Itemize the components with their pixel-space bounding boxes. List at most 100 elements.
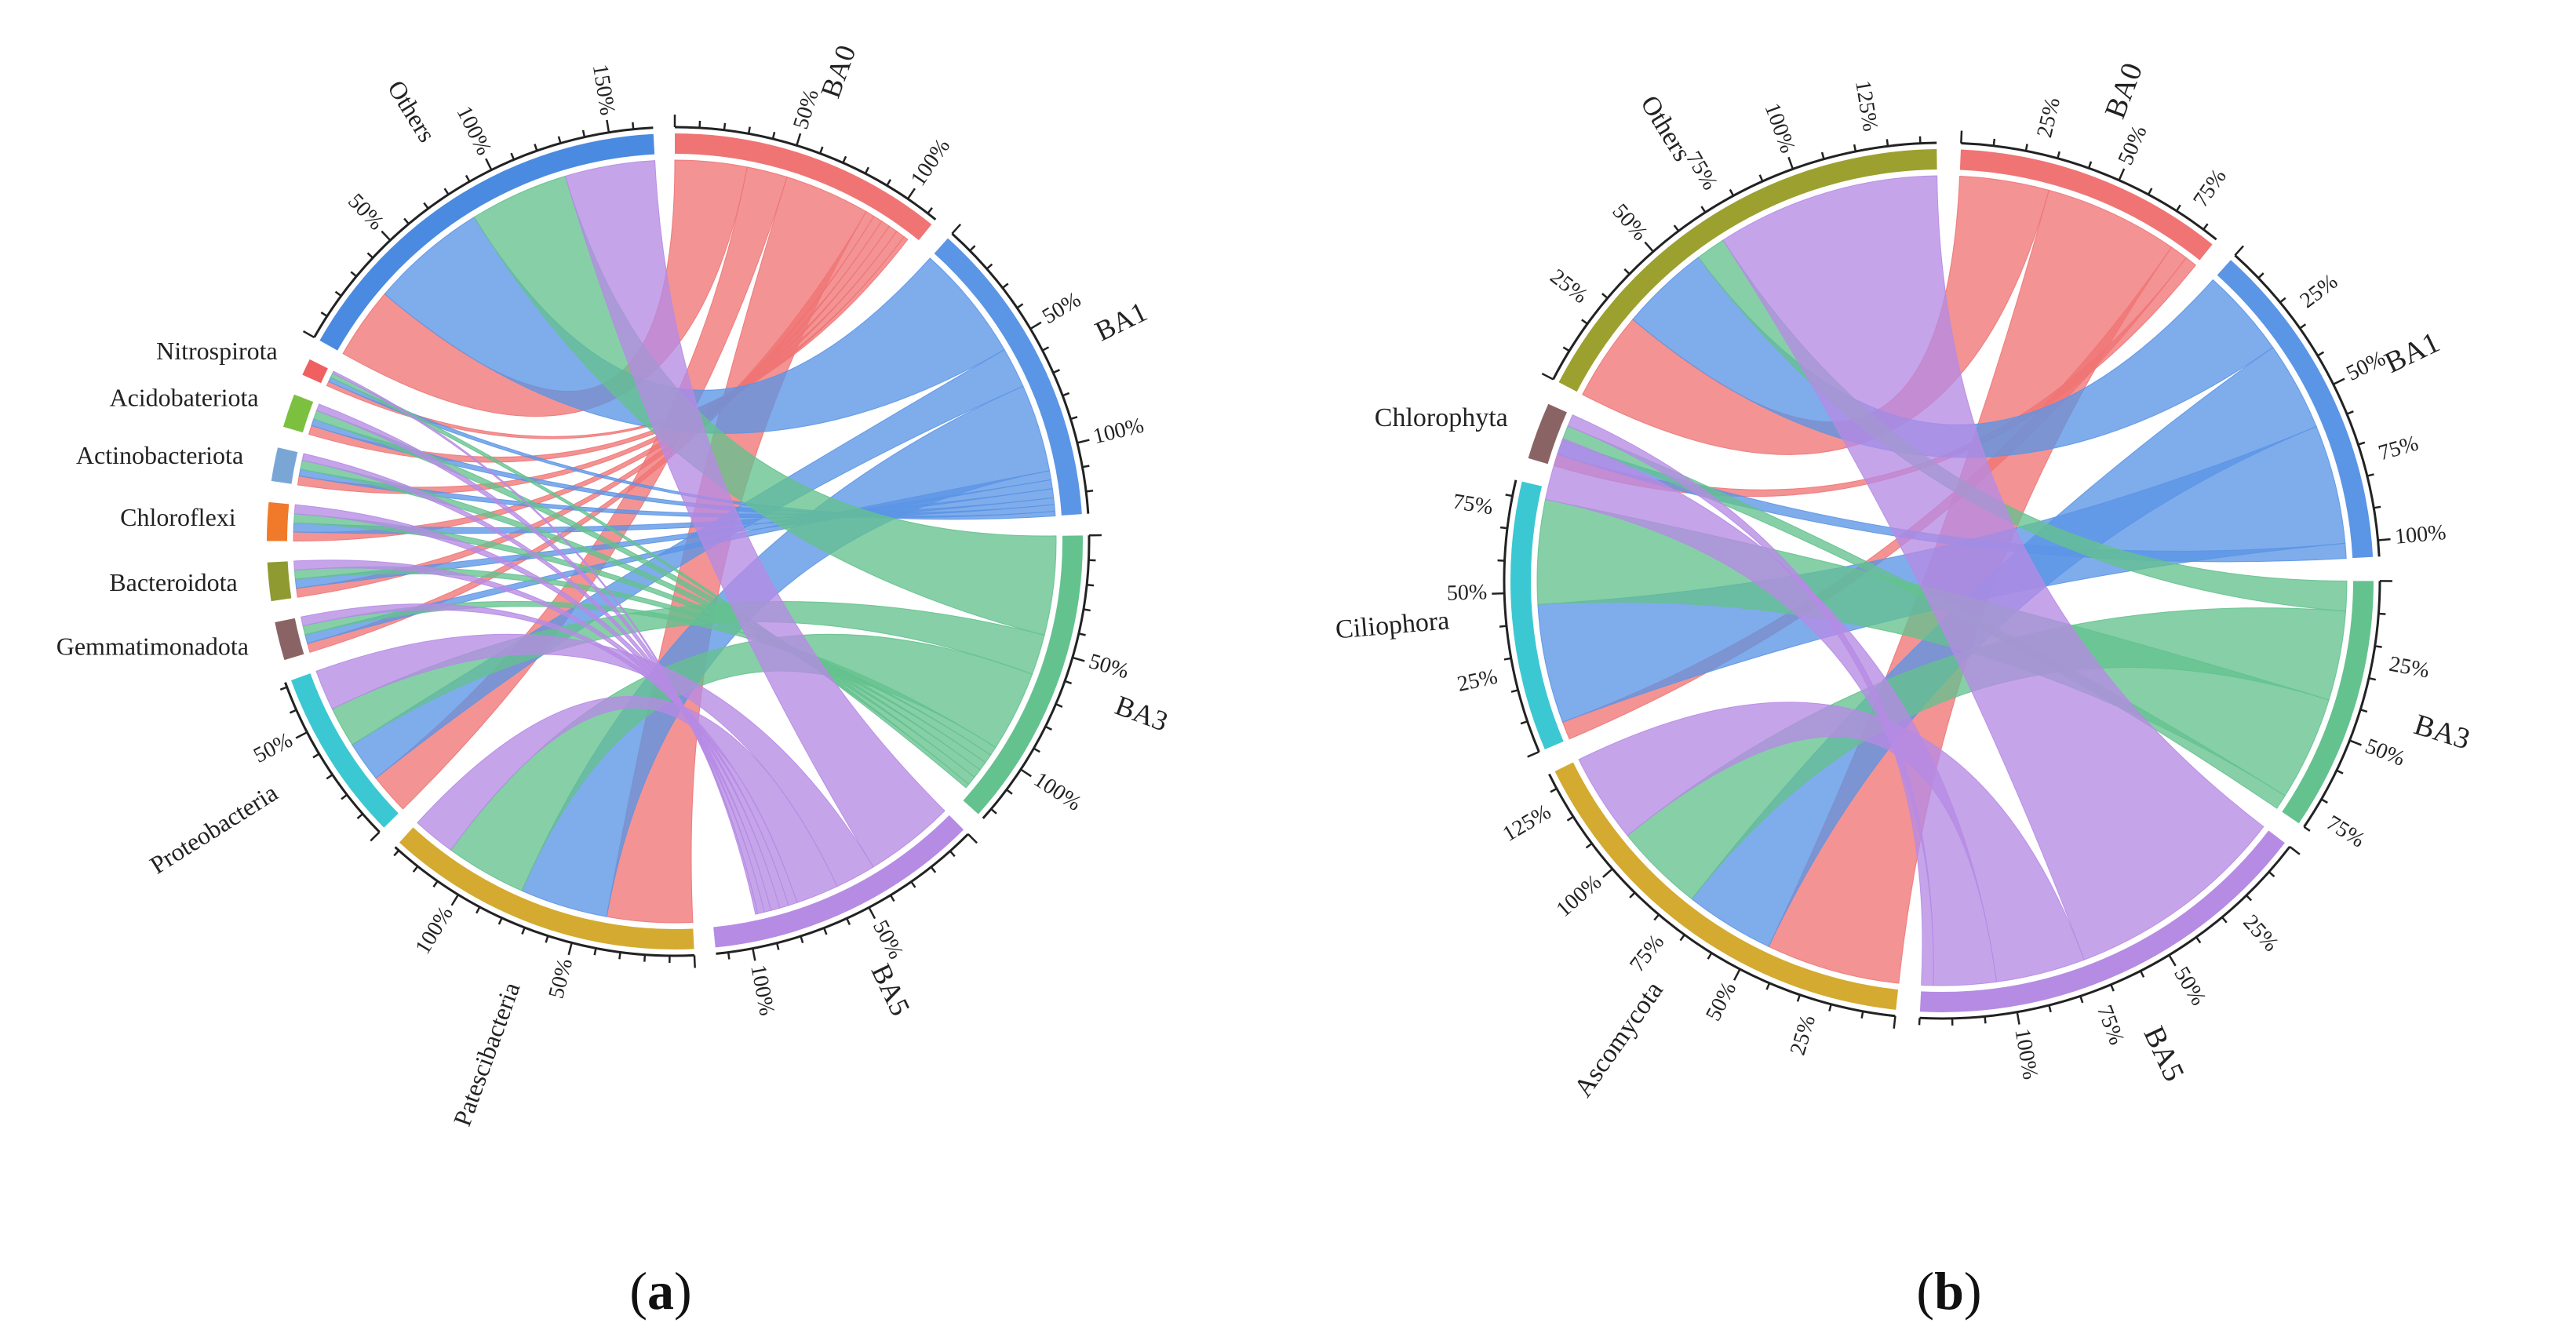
tick-ba5-80 [2079,996,2084,1004]
segment-chlorophyta: Chlorophyta [1375,403,1567,465]
tick-others-120 [534,144,538,151]
tick-label-others-100: 100% [1760,100,1800,156]
segment-label-nitrospirota: Nitrospirota [156,337,278,365]
tick-ba5-90 [775,942,780,950]
tick-others-120 [1853,144,1857,152]
tick-label-ba3-50: 50% [2362,734,2408,771]
tick-label-ba3-50: 50% [1086,649,1131,683]
tick-proteobacteria-60 [289,709,297,714]
segment-arc-actinobacteriota [271,447,298,484]
tick-ba3-50 [1072,656,1085,662]
tick-ascomycota-30 [1796,994,1802,1002]
tick-others-30 [1601,293,1609,299]
tick-ba1-30 [2299,323,2307,330]
tick-label-ciliophora-25: 25% [1455,665,1499,697]
tick-ascomycota-70 [1679,934,1685,942]
tick-ba0-100 [906,188,916,200]
tick-ciliophora-30 [1503,657,1512,661]
tick-patescibacteria-70 [521,927,526,935]
tick-ba1-30 [1001,282,1009,289]
tick-ba5-0 [967,833,978,844]
tick-ascomycota-60 [1707,952,1713,960]
segment-arc-gemmatimonadota [275,618,304,661]
tick-ba5-100 [2016,1011,2020,1025]
tick-label-others-50: 50% [343,189,388,235]
segment-label-chlorophyta: Chlorophyta [1375,403,1508,432]
tick-ba1-60 [2346,410,2354,415]
chord-panel-b: 25% 50% 75% BA0 25% 50% 75% 100% BA1 25% 50% 75% BA3… [1335,59,2474,1103]
tick-ba0-40 [2087,161,2093,169]
tick-others-160 [632,122,635,129]
tick-ascomycota-90 [1629,891,1636,898]
axis-ba5 [716,833,969,955]
tick-others-0 [302,330,315,339]
tick-others-150 [606,119,610,133]
tick-ba5-30 [910,880,916,888]
tick-label-ba1-100: 100% [1091,414,1146,450]
tick-ba1-100 [2377,538,2391,541]
segment-label-patescibacteria: Patescibacteria [447,979,525,1130]
tick-ba1-70 [2357,441,2366,446]
tick-ba5-60 [2139,970,2145,978]
ribbon-layer [293,159,1057,924]
tick-ascomycota-110 [1585,842,1593,849]
tick-label-ba1-100: 100% [2394,520,2447,549]
axis-ba5 [1919,846,2291,1020]
tick-ba3-30 [1083,608,1091,612]
segment-label-bacteroidota: Bacteroidota [109,568,237,596]
tick-others-60 [1673,224,1680,232]
tick-ba3-20 [2374,645,2382,648]
tick-ba5-40 [2195,936,2202,944]
segment-label-gemmatimonadota: Gemmatimonadota [56,632,249,660]
tick-ba0-0 [1960,130,1963,144]
tick-label-ba3-25: 25% [2387,652,2431,683]
tick-label-ba5-100: 100% [2009,1026,2042,1081]
ribbon-ba5-chlorophyta [1567,414,1934,986]
tick-label-ba0-50: 50% [2113,122,2152,168]
segment-label-ba5: BA5 [2137,1022,2190,1087]
tick-ba1-0 [2234,245,2245,257]
axis-ba1 [951,232,1090,514]
segment-arc-ba0 [675,133,932,241]
tick-ba1-0 [951,223,962,235]
tick-ascomycota-20 [1828,1004,1832,1011]
tick-proteobacteria-50 [295,731,308,739]
tick-label-ba5-50: 50% [868,917,908,964]
tick-label-ba0-100: 100% [906,134,955,190]
tick-others-10 [320,312,328,318]
tick-ba0-30 [747,126,751,134]
tick-ba5-110 [727,952,731,960]
tick-others-20 [334,290,342,297]
segment-acidobateriota: Acidobateriota [109,384,314,433]
segment-arc-ba1 [2217,260,2374,559]
tick-ba3-100 [1020,768,1032,778]
tick-ba1-40 [2317,351,2325,357]
ribbon-ba3-others [1697,239,2348,612]
tick-proteobacteria-40 [312,753,320,759]
tick-others-60 [403,217,410,225]
tick-others-50 [381,230,392,242]
tick-ba5-50 [868,906,876,920]
axis-ba0 [674,126,937,221]
tick-label-patescibacteria-100: 100% [410,902,458,959]
tick-ba3-80 [2303,826,2311,832]
tick-others-0 [1541,372,1554,381]
tick-ba5-30 [2221,917,2228,924]
tick-ba0-40 [771,131,776,140]
tick-ba1-40 [1016,303,1024,309]
tick-ba5-70 [2110,984,2115,992]
tick-label-ciliophora-75: 75% [1451,490,1495,520]
segment-nitrospirota: Nitrospirota [156,337,328,384]
tick-ba3-40 [1078,632,1086,636]
segment-bacteroidota: Bacteroidota [109,561,292,602]
tick-ba3-70 [2320,798,2328,804]
tick-patescibacteria-30 [618,952,621,960]
tick-ba0-10 [698,120,701,129]
segment-arc-bacteroidota [267,561,292,602]
tick-ascomycota-0 [1893,1015,1896,1029]
tick-ciliophora-0 [1527,751,1539,758]
tick-ba3-70 [1055,703,1063,708]
tick-ba3-40 [2359,709,2368,713]
tick-label-ba5-50: 50% [2169,963,2210,1010]
axis-ascomycota [1548,773,1896,1018]
